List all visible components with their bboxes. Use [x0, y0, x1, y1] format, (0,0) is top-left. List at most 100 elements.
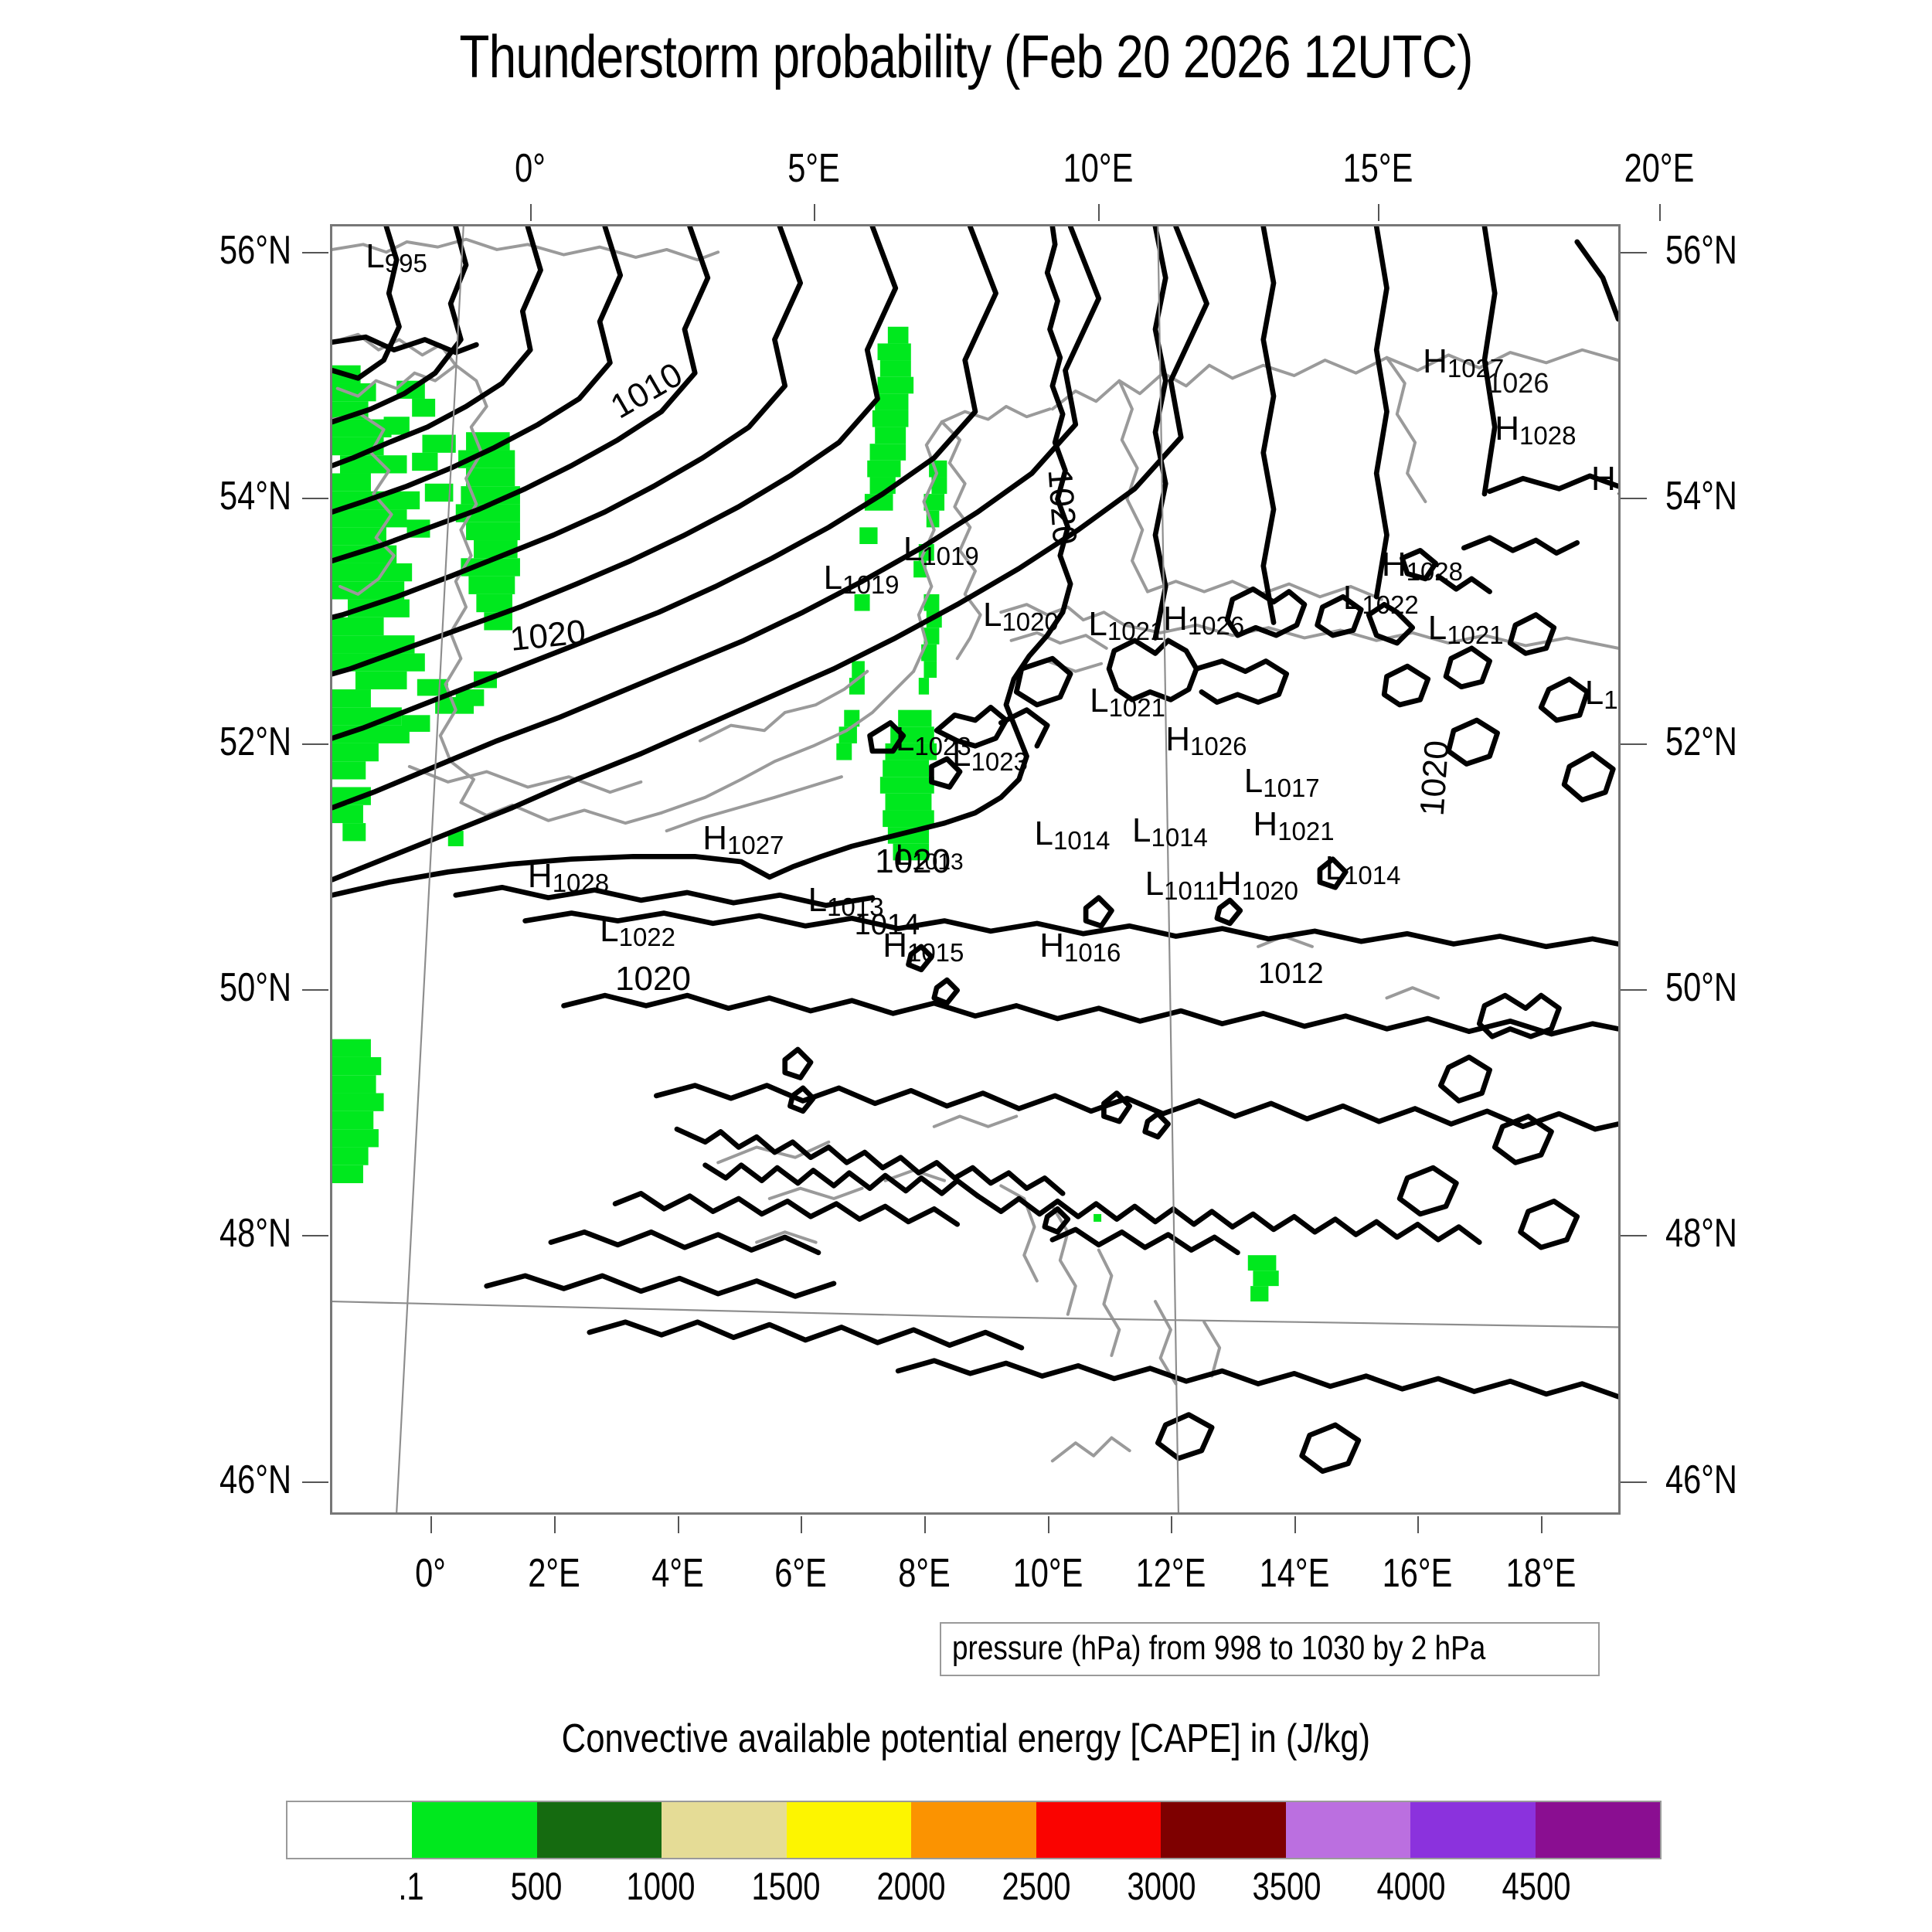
colorbar-tick-0: .1: [398, 1865, 424, 1908]
bottom-axis-label-8: 16°E: [1383, 1551, 1453, 1596]
left-axis-tick-1: [302, 498, 328, 500]
bottom-axis-label-2: 4°E: [651, 1551, 704, 1596]
left-axis-label-3: 50°N: [219, 965, 291, 1011]
top-axis-tick-2: [1097, 204, 1100, 221]
low-label-1017: L1017: [1243, 761, 1320, 802]
left-axis-label-4: 48°N: [219, 1211, 291, 1257]
left-axis-label-1: 54°N: [219, 474, 291, 519]
right-axis-tick-0: [1621, 251, 1647, 253]
top-axis-tick-3: [1378, 204, 1380, 221]
bottom-axis-tick-8: [1417, 1516, 1420, 1533]
low-label-1014-c: L1014: [1325, 849, 1401, 889]
map-plot-area[interactable]: L995 H1027 1026 H1028 H10 L1019 L1019 H1…: [330, 224, 1621, 1515]
colorbar-tick-5: 2500: [1002, 1865, 1071, 1908]
bottom-axis-label-1: 2°E: [528, 1551, 580, 1596]
low-label-1021-c: L1021: [1090, 682, 1165, 723]
left-axis-tick-5: [302, 1481, 328, 1483]
high-label-1015: H1015: [883, 926, 964, 967]
colorbar-tick-1: 500: [510, 1865, 562, 1908]
bottom-axis-tick-2: [677, 1516, 679, 1533]
colorbar-tick-8: 4000: [1376, 1865, 1446, 1908]
colorbar-cell-3[interactable]: [662, 1802, 787, 1858]
bottom-axis-tick-3: [801, 1516, 803, 1533]
bottom-axis-label-3: 6°E: [774, 1551, 827, 1596]
right-axis-label-4: 48°N: [1665, 1211, 1737, 1257]
top-axis-tick-0: [529, 204, 532, 221]
colorbar-cell-2[interactable]: [536, 1802, 662, 1858]
left-axis-tick-3: [302, 989, 328, 992]
low-label-995: L995: [366, 236, 427, 277]
low-label-1023-b: L1023: [952, 736, 1028, 777]
bottom-axis-tick-4: [923, 1516, 926, 1533]
bottom-axis-tick-9: [1541, 1516, 1543, 1533]
contour-label-1020-se: 1020: [1413, 739, 1457, 818]
colorbar-cell-1[interactable]: [412, 1802, 537, 1858]
top-axis-label-0: 0°: [514, 146, 546, 191]
low-label-1014-a: L1014: [1034, 814, 1111, 855]
low-label-1023-a: L1023: [895, 720, 971, 761]
cape-shading: [332, 326, 1279, 1302]
low-label-1011: L1011: [1145, 864, 1219, 905]
pressure-caption-box: pressure (hPa) from 998 to 1030 by 2 hPa: [940, 1622, 1600, 1676]
low-label-1021-a: L1021: [1088, 604, 1165, 645]
colorbar-tick-6: 3000: [1127, 1865, 1196, 1908]
low-label-1013-b: L1013: [808, 881, 884, 922]
left-axis-tick-0: [302, 251, 328, 253]
bottom-axis-label-7: 14°E: [1259, 1551, 1330, 1596]
low-label-1013-a: L1013: [895, 839, 964, 876]
colorbar-tick-7: 3500: [1252, 1865, 1321, 1908]
high-label-1026-b: H1026: [1165, 720, 1247, 761]
map-graphic: [332, 226, 1618, 1512]
low-label-1022-sw: L1022: [600, 910, 676, 951]
colorbar-cell-6[interactable]: [1036, 1802, 1162, 1858]
right-axis-tick-3: [1621, 989, 1647, 992]
low-label-1022: L1022: [1342, 579, 1419, 620]
contour-label-1020-alps: 1020: [615, 959, 691, 998]
colorbar-title: Convective available potential energy [C…: [0, 1716, 1932, 1762]
contour-label-1012: 1012: [1258, 957, 1324, 991]
colorbar-cell-5[interactable]: [911, 1802, 1036, 1858]
pressure-caption-text: pressure (hPa) from 998 to 1030 by 2 hPa: [952, 1629, 1486, 1667]
bottom-axis-label-0: 0°: [415, 1551, 447, 1596]
left-axis-label-2: 52°N: [219, 719, 291, 765]
contour-label-1026-ne: 1026: [1487, 366, 1549, 399]
left-axis-label-0: 56°N: [219, 227, 291, 273]
left-axis-label-5: 46°N: [219, 1457, 291, 1502]
top-axis-label-2: 10°E: [1063, 146, 1133, 191]
low-label-1020: L1020: [982, 595, 1059, 636]
bottom-axis-label-4: 8°E: [898, 1551, 951, 1596]
low-label-10-clipped: L10: [1584, 674, 1618, 715]
low-label-1019-a: L1019: [903, 530, 979, 571]
right-axis-tick-2: [1621, 743, 1647, 746]
colorbar-tick-labels: .1 500 1000 1500 2000 2500 3000 3500 4000 4500: [286, 1864, 1662, 1918]
high-label-1028-a: H1028: [1495, 409, 1577, 450]
colorbar-cell-0[interactable]: [287, 1802, 413, 1858]
right-axis-label-0: 56°N: [1665, 227, 1737, 273]
top-axis-tick-1: [814, 204, 816, 221]
bottom-axis-label-6: 12°E: [1135, 1551, 1206, 1596]
high-label-1028-clipped: H10: [1591, 459, 1618, 498]
right-axis-label-3: 50°N: [1665, 965, 1737, 1011]
bottom-axis-tick-5: [1047, 1516, 1049, 1533]
contour-label-1014: 1014: [854, 909, 920, 942]
colorbar-title-text: Convective available potential energy [C…: [561, 1716, 1371, 1761]
bottom-axis-label-9: 18°E: [1505, 1551, 1577, 1596]
right-axis-tick-5: [1621, 1481, 1647, 1483]
high-label-1016: H1016: [1039, 926, 1121, 967]
colorbar-cell-9[interactable]: [1410, 1802, 1536, 1858]
colorbar-cell-10[interactable]: [1535, 1802, 1660, 1858]
contour-label-1020-vertical: 1020: [1040, 468, 1084, 546]
colorbar-cell-4[interactable]: [786, 1802, 912, 1858]
bottom-axis-tick-0: [430, 1516, 433, 1533]
colorbar-cell-7[interactable]: [1161, 1802, 1286, 1858]
left-axis-tick-4: [302, 1235, 328, 1237]
top-axis-label-3: 15°E: [1342, 146, 1413, 191]
pressure-isobars: [332, 226, 1618, 1475]
high-label-1026-a: H1026: [1162, 599, 1245, 640]
right-axis-tick-1: [1621, 498, 1647, 500]
colorbar-cell-8[interactable]: [1285, 1802, 1411, 1858]
colorbar-tick-4: 2000: [876, 1865, 946, 1908]
cape-colorbar[interactable]: [286, 1801, 1662, 1859]
top-axis-label-1: 5°E: [787, 146, 841, 191]
bottom-axis-tick-7: [1294, 1516, 1296, 1533]
